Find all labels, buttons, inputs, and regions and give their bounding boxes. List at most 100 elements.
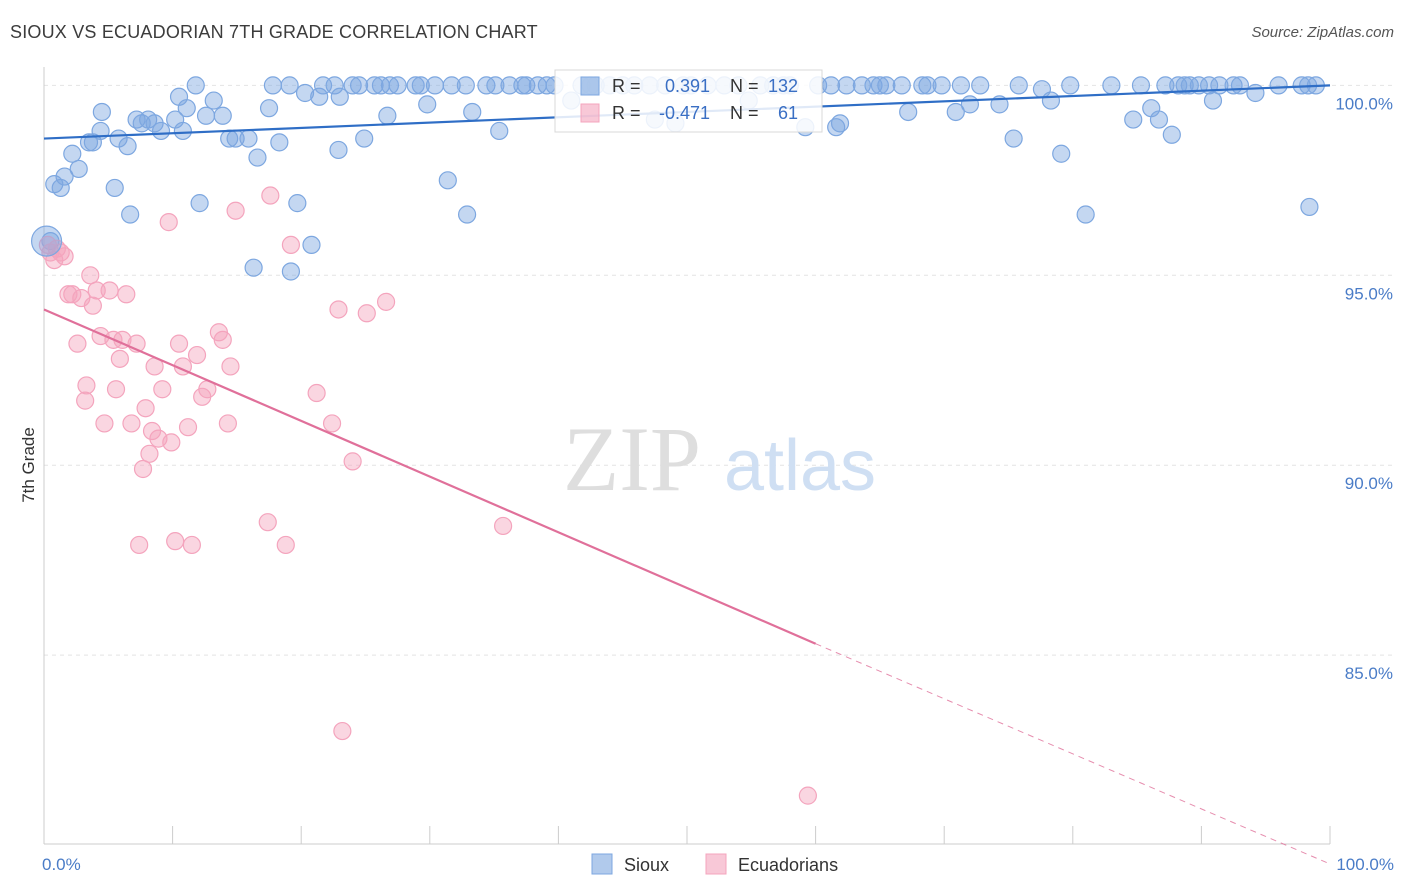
y-tick-label: 100.0% [1335, 94, 1393, 113]
sioux-point [63, 144, 82, 163]
ecuadorian-point [130, 535, 149, 555]
sioux-point [971, 76, 990, 95]
legend: Sioux Ecuadorians [591, 853, 838, 875]
sioux-point [343, 76, 362, 95]
ecuadorian-point [281, 235, 301, 255]
ecuadorian-point [106, 380, 126, 399]
ecuadorian-point [226, 201, 245, 220]
watermark-zip: ZIP [563, 408, 701, 510]
ecuadorian-point [95, 414, 114, 433]
sioux-point [1131, 76, 1151, 95]
ecuadorian-point [221, 357, 240, 376]
ecuadorian-point [159, 213, 178, 232]
sioux-point [1102, 76, 1121, 95]
sioux-point [288, 194, 307, 213]
sioux-point [92, 102, 111, 122]
sioux-point [463, 102, 482, 122]
ecuadorian-point [178, 418, 198, 437]
sioux-point [270, 133, 289, 152]
ecuadorian-point [187, 345, 207, 365]
sioux-point [302, 235, 321, 255]
ecuadorian-point [162, 433, 181, 452]
ecuadorian-point [87, 281, 106, 300]
watermark: ZIP atlas [563, 408, 876, 510]
sioux-point [411, 76, 430, 95]
legend-label: Ecuadorians [738, 855, 838, 875]
sioux-point [355, 129, 374, 148]
sioux-point [173, 121, 192, 141]
sioux-point [239, 129, 258, 148]
sioux-point [899, 102, 918, 122]
ecuadorian-point [81, 266, 100, 285]
x-tick-label: 100.0% [1336, 855, 1394, 874]
stats-box: R = 0.391 N = 132 R = -0.471 N = 61 [554, 69, 823, 133]
ecuadorian-point [166, 532, 185, 551]
sioux-point [329, 140, 348, 160]
ecuadorian-point [140, 444, 159, 463]
y-axis-label: 7th Grade [19, 427, 38, 503]
sioux-point [1203, 91, 1223, 110]
sioux-point [105, 178, 124, 198]
ecuadorian-point [55, 247, 74, 266]
sioux-point [55, 167, 74, 186]
ecuadorian-point [261, 186, 280, 205]
sioux-point [118, 137, 137, 156]
stats-n-value: 61 [778, 103, 798, 123]
sioux-point [263, 76, 283, 95]
watermark-atlas: atlas [724, 426, 876, 506]
ecuadorian-point [276, 535, 295, 555]
sioux-point [960, 95, 980, 114]
sioux-point [1076, 205, 1095, 224]
sioux-point [490, 121, 509, 141]
sioux-point [438, 171, 457, 190]
legend-swatch [591, 853, 613, 875]
sioux-point [457, 205, 477, 224]
sioux-point [1061, 76, 1080, 95]
ecuadorian-point [142, 421, 162, 441]
ecuadorian-point [343, 452, 362, 471]
sioux-point [913, 76, 932, 95]
ecuadorian-point [213, 330, 232, 349]
ecuadorian-point [376, 292, 396, 311]
y-tick-label: 85.0% [1345, 664, 1393, 683]
ecuadorian-point [307, 383, 326, 403]
sioux-point [951, 76, 971, 95]
sioux-point [151, 121, 171, 141]
sioux-point [864, 76, 883, 95]
ecuadorian-point [77, 376, 96, 395]
stats-n-value: 132 [768, 76, 798, 96]
sioux-point [380, 76, 400, 95]
ecuadorian-point [122, 414, 141, 433]
ecuadorian-point [322, 414, 342, 433]
sioux-point [456, 76, 475, 95]
sioux-point [190, 194, 209, 213]
ecuadorian-point [329, 300, 348, 319]
sioux-point [259, 99, 279, 118]
sioux-point [821, 76, 841, 95]
sioux-point [830, 114, 850, 133]
sioux-point [1156, 76, 1175, 95]
sioux-point [79, 133, 99, 152]
stats-r-label: R = [612, 103, 641, 123]
sioux-point [1230, 76, 1250, 95]
sioux-point [1052, 144, 1071, 163]
ecuadorian-point [153, 380, 172, 399]
sioux-point [1041, 91, 1061, 110]
y-tick-label: 95.0% [1345, 284, 1393, 303]
sioux-point [310, 87, 329, 106]
sioux-point [1162, 125, 1181, 144]
sioux-point [1269, 76, 1288, 95]
ecuadorian-point [258, 513, 277, 532]
sioux-point [1009, 76, 1028, 95]
sioux-point [932, 76, 951, 95]
ecuadorian-point [182, 535, 201, 555]
sioux-point [425, 76, 445, 95]
ecuadorian-point [133, 459, 153, 479]
ecuadorian-point [494, 516, 513, 536]
x-tick-label: 0.0% [42, 855, 81, 874]
stats-r-label: R = [612, 76, 641, 96]
sioux-point [388, 76, 407, 95]
sioux-point [186, 76, 205, 95]
legend-swatch [705, 853, 727, 875]
